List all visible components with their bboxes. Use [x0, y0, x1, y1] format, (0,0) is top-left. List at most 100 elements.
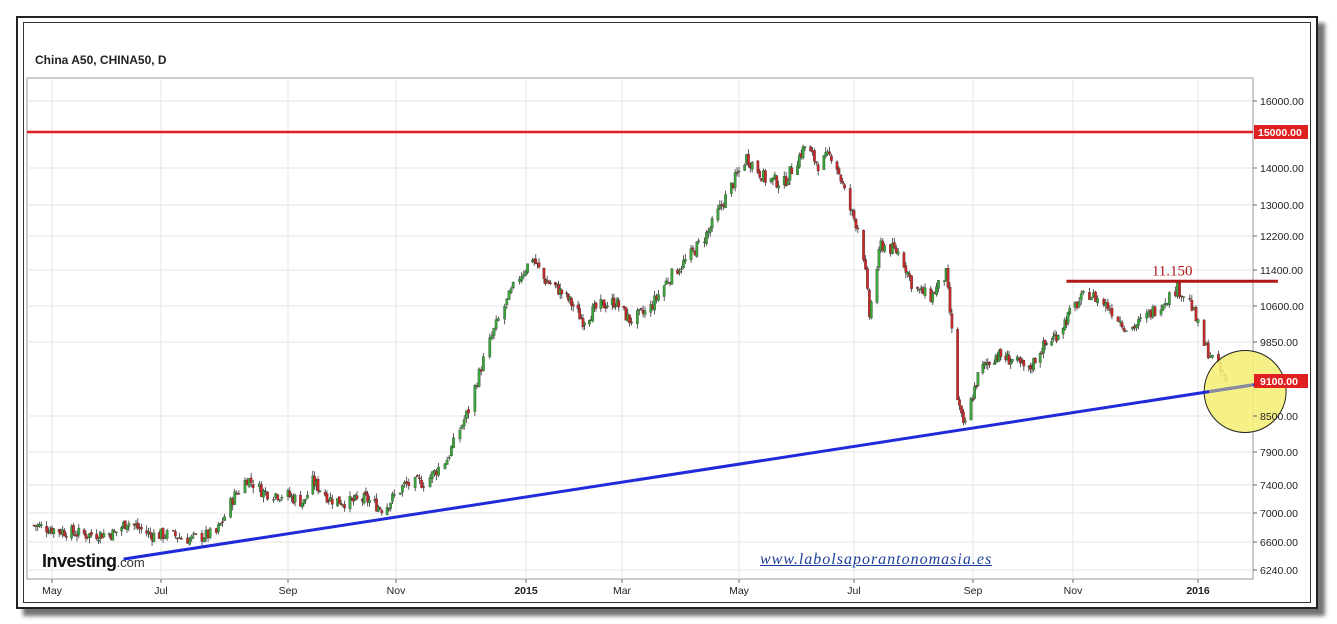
candle [923, 283, 927, 299]
candle [1116, 316, 1120, 322]
chart-title: China A50, CHINA50, D [35, 53, 167, 67]
candle [705, 229, 708, 246]
candle [477, 367, 481, 388]
candle [896, 248, 900, 257]
support-trendline [123, 379, 1279, 561]
candle [1159, 304, 1163, 317]
candle [697, 238, 701, 245]
candle [1043, 339, 1047, 351]
y-tick-label: 7400.00 [1260, 480, 1298, 492]
candle [1032, 357, 1036, 373]
candle [915, 286, 919, 292]
candle [718, 200, 722, 211]
candle [125, 525, 129, 533]
candle [750, 161, 754, 173]
candle [1066, 311, 1070, 326]
candle [801, 144, 805, 160]
candle [830, 153, 833, 164]
candle [188, 536, 192, 546]
candle [364, 487, 368, 496]
candle [114, 531, 118, 536]
candle [302, 499, 306, 507]
candle [1040, 348, 1044, 355]
candle [542, 267, 546, 284]
candle [325, 490, 329, 504]
candle [496, 316, 500, 322]
candle [505, 298, 509, 310]
candle [75, 530, 79, 542]
candle [420, 475, 423, 489]
candle [398, 492, 402, 496]
candle [139, 523, 143, 534]
candle [95, 529, 99, 541]
candle [300, 502, 304, 510]
candle [123, 520, 127, 530]
candle [229, 496, 232, 519]
candle [343, 500, 347, 512]
candle [161, 527, 165, 543]
candle [385, 503, 389, 516]
candle [492, 327, 496, 340]
candle [72, 523, 75, 536]
candle [223, 514, 226, 522]
candle [599, 294, 603, 312]
candle [894, 244, 898, 254]
candle [908, 270, 912, 281]
candle [848, 184, 852, 216]
x-tick-label: Mar [613, 585, 632, 597]
candle [82, 528, 86, 536]
candle [937, 279, 940, 293]
candle [387, 507, 391, 512]
candle [190, 534, 194, 542]
candle [464, 410, 468, 423]
candle [689, 244, 693, 263]
candle [892, 237, 896, 250]
candle [330, 494, 334, 509]
candle [969, 396, 973, 421]
candle [57, 528, 61, 538]
y-tick-label: 10600.00 [1260, 301, 1304, 313]
candle [272, 496, 276, 503]
candle [77, 524, 81, 539]
candle [208, 526, 212, 540]
candle [180, 536, 183, 540]
x-tick-label: May [729, 585, 750, 597]
candle [902, 251, 906, 269]
candle [1206, 339, 1210, 360]
candle [482, 352, 485, 372]
candle [413, 476, 417, 492]
candle [1167, 291, 1171, 309]
candle [1029, 362, 1032, 374]
candle [733, 169, 737, 192]
y-tick-label: 11400.00 [1260, 265, 1303, 277]
y-tick-label: 14000.00 [1260, 163, 1304, 175]
candle [494, 315, 498, 331]
candle [378, 506, 382, 511]
candle [1202, 319, 1206, 346]
candle [958, 396, 961, 411]
candle [904, 261, 908, 279]
candle [576, 300, 580, 313]
candle [971, 394, 975, 402]
candle [120, 525, 124, 537]
candle [1153, 305, 1157, 317]
candle [682, 255, 685, 269]
candle [747, 149, 750, 168]
y-tick-label: 16000.00 [1260, 96, 1304, 108]
candle [775, 174, 779, 189]
x-tick-label: Sep [964, 585, 983, 597]
candle [570, 296, 573, 311]
candle [445, 456, 449, 465]
candle [604, 303, 608, 313]
candle [737, 166, 741, 178]
candle [1081, 290, 1085, 296]
candle [217, 521, 220, 535]
website-link[interactable]: www.labolsaporantonomasia.es [760, 551, 993, 568]
annotations: 15000.00 11.150 9100.00 [27, 125, 1308, 561]
x-tick-label: Sep [279, 585, 298, 597]
candle [1079, 290, 1083, 305]
candle [891, 238, 894, 255]
candle [288, 486, 292, 499]
candle [430, 470, 434, 484]
